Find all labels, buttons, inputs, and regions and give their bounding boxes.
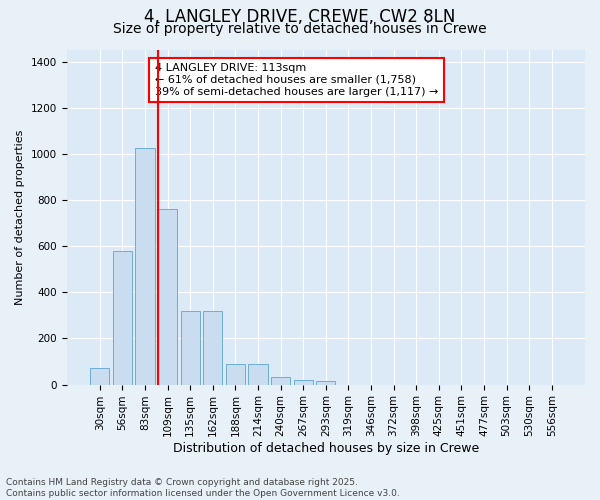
Bar	[271, 376, 290, 384]
Bar	[248, 364, 268, 384]
Bar	[316, 381, 335, 384]
X-axis label: Distribution of detached houses by size in Crewe: Distribution of detached houses by size …	[173, 442, 479, 455]
Text: Size of property relative to detached houses in Crewe: Size of property relative to detached ho…	[113, 22, 487, 36]
Bar	[90, 368, 109, 384]
Bar	[181, 311, 200, 384]
Bar	[203, 311, 223, 384]
Bar	[293, 380, 313, 384]
Bar	[113, 251, 132, 384]
Text: Contains HM Land Registry data © Crown copyright and database right 2025.
Contai: Contains HM Land Registry data © Crown c…	[6, 478, 400, 498]
Text: 4, LANGLEY DRIVE, CREWE, CW2 8LN: 4, LANGLEY DRIVE, CREWE, CW2 8LN	[145, 8, 455, 26]
Bar	[158, 209, 177, 384]
Y-axis label: Number of detached properties: Number of detached properties	[15, 130, 25, 305]
Text: 4 LANGLEY DRIVE: 113sqm
← 61% of detached houses are smaller (1,758)
39% of semi: 4 LANGLEY DRIVE: 113sqm ← 61% of detache…	[155, 64, 438, 96]
Bar	[226, 364, 245, 384]
Bar	[136, 148, 155, 384]
